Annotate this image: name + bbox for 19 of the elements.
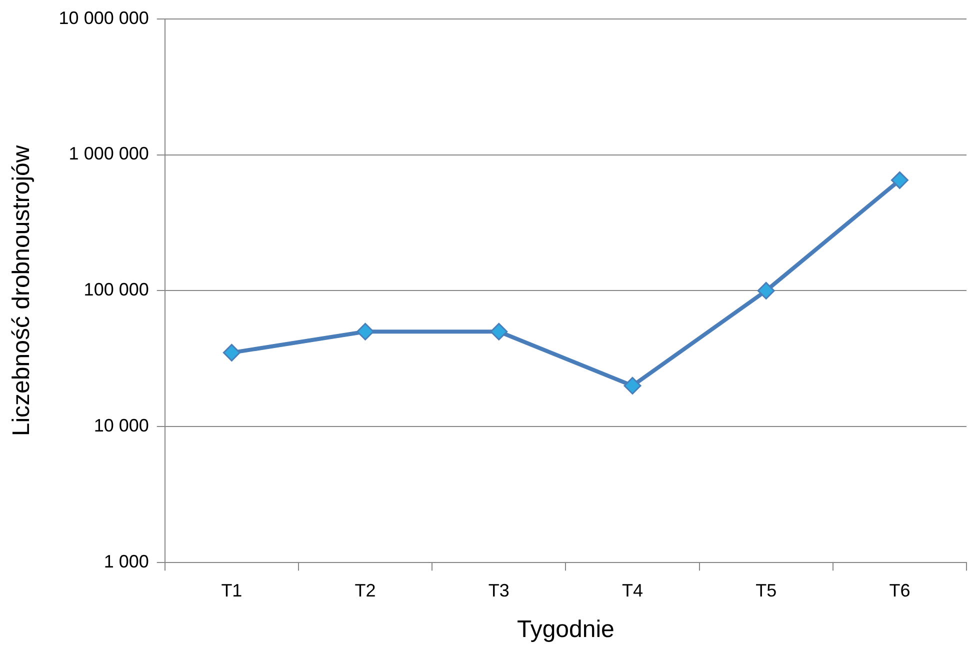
point bbox=[222, 344, 240, 362]
point bbox=[624, 376, 642, 394]
x-tick-label: T2 bbox=[354, 580, 376, 600]
y-tick-label: 1 000 000 bbox=[68, 144, 149, 164]
y-tick-label: 10 000 000 bbox=[58, 8, 149, 28]
point bbox=[490, 322, 508, 340]
x-tick-label: T5 bbox=[756, 580, 777, 600]
point bbox=[757, 282, 775, 300]
y-axis-title: Liczebność drobnoustrojów bbox=[8, 144, 36, 436]
y-tick-label: 10 000 bbox=[94, 416, 149, 436]
y-tick-label: 1 000 bbox=[104, 552, 149, 572]
y-tick-label: 100 000 bbox=[84, 280, 149, 300]
x-tick-label: T3 bbox=[488, 580, 510, 600]
point bbox=[356, 322, 374, 340]
x-tick-label: T6 bbox=[889, 580, 910, 600]
point bbox=[890, 171, 908, 189]
x-tick-label: T4 bbox=[622, 580, 644, 600]
x-tick-label: T1 bbox=[221, 580, 242, 600]
x-axis-title: Tygodnie bbox=[516, 616, 614, 644]
